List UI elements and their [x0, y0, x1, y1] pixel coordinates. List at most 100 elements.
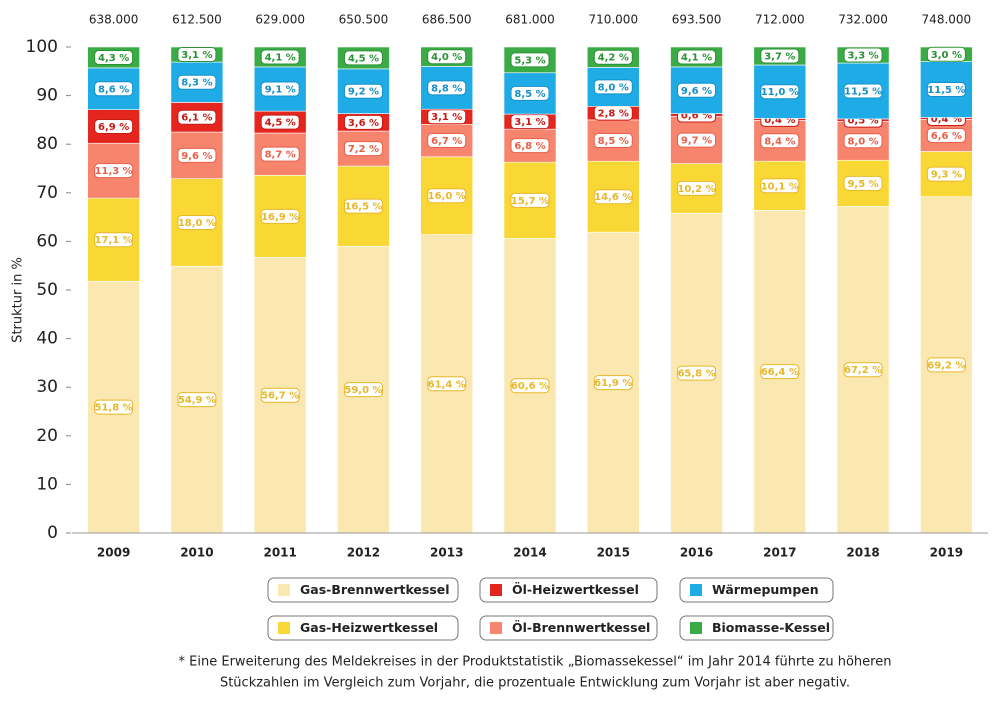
value-label-box: [177, 109, 217, 125]
value-label: 0,4 %: [931, 114, 962, 125]
value-label-box: [843, 47, 883, 63]
value-label: 8,3 %: [181, 78, 212, 89]
value-label: 4,1 %: [265, 52, 296, 63]
legend-box: [679, 577, 834, 603]
value-label-box: [593, 79, 633, 95]
value-label-box: [510, 52, 550, 68]
value-label: 16,9 %: [261, 212, 299, 223]
y-tick-label: 90: [36, 86, 58, 106]
value-label-box: [510, 85, 550, 101]
value-label: 67,2 %: [844, 365, 882, 376]
value-label: 54,9 %: [178, 395, 216, 406]
total-label: 650.500: [339, 13, 389, 27]
value-label-box: [843, 83, 883, 99]
value-label-box: [926, 82, 966, 98]
value-label-box: [677, 132, 717, 148]
value-label: 8,4 %: [764, 136, 795, 147]
total-label: 681.000: [505, 13, 555, 27]
value-label-box: [593, 49, 633, 65]
value-label-box: [343, 50, 383, 66]
value-label: 18,0 %: [178, 218, 216, 229]
value-label: 11,0 %: [761, 87, 799, 98]
value-label: 10,1 %: [761, 181, 799, 192]
total-label: 710.000: [588, 13, 638, 27]
value-label: 4,3 %: [98, 53, 129, 64]
value-label: 0,4 %: [764, 115, 795, 126]
legend-label: Öl-Heizwertkessel: [512, 582, 639, 597]
value-label: 3,3 %: [847, 51, 878, 62]
total-label: 629.000: [255, 13, 305, 27]
legend-swatch: [690, 622, 702, 634]
value-label-box: [593, 375, 633, 391]
value-label-box: [760, 133, 800, 149]
footnote: Stückzahlen im Vergleich zum Vorjahr, di…: [220, 676, 850, 691]
value-label-box: [427, 376, 467, 392]
x-tick-label: 2013: [430, 546, 463, 560]
legend-box: [267, 615, 459, 641]
total-label: 638.000: [89, 13, 139, 27]
value-label: 9,7 %: [681, 136, 712, 147]
value-label-box: [94, 49, 134, 65]
value-label-box: [843, 362, 883, 378]
value-label: 3,1 %: [514, 117, 545, 128]
value-label: 8,0 %: [847, 136, 878, 147]
value-label-box: [177, 74, 217, 90]
value-label-box: [760, 364, 800, 380]
value-label-box: [177, 147, 217, 163]
value-label-box: [260, 387, 300, 403]
value-label: 6,7 %: [431, 136, 462, 147]
value-label: 4,0 %: [431, 52, 462, 63]
x-tick-label: 2017: [763, 546, 796, 560]
value-label-box: [760, 48, 800, 64]
value-label: 51,8 %: [95, 403, 133, 414]
value-label: 9,2 %: [348, 87, 379, 98]
y-tick-label: 40: [36, 329, 58, 349]
value-label-box: [427, 109, 467, 125]
legend-box: [267, 577, 459, 603]
value-label-box: [94, 399, 134, 415]
x-tick-label: 2012: [347, 546, 380, 560]
value-label: 0,5 %: [847, 116, 878, 127]
value-label-box: [926, 357, 966, 373]
total-label: 686.500: [422, 13, 472, 27]
value-label-box: [260, 49, 300, 65]
legend-swatch: [690, 584, 702, 596]
legend-label: Gas-Brennwertkessel: [300, 582, 450, 597]
legend-swatch: [490, 584, 502, 596]
value-label: 4,1 %: [681, 52, 712, 63]
legend-label: Biomasse-Kessel: [712, 620, 830, 635]
value-label-box: [760, 178, 800, 194]
value-label-box: [510, 138, 550, 154]
value-label: 9,3 %: [931, 170, 962, 181]
footnote: * Eine Erweiterung des Meldekreises in d…: [179, 655, 892, 670]
legend-box: [479, 577, 658, 603]
value-label-box: [94, 163, 134, 179]
value-label-box: [593, 133, 633, 149]
value-label-box: [427, 188, 467, 204]
value-label: 8,8 %: [431, 83, 462, 94]
value-label-box: [677, 365, 717, 381]
value-label-box: [926, 46, 966, 62]
value-label-box: [760, 84, 800, 100]
value-label-box: [94, 81, 134, 97]
value-label-box: [177, 214, 217, 230]
value-label: 8,5 %: [598, 136, 629, 147]
value-label: 61,4 %: [428, 379, 466, 390]
value-label: 56,7 %: [261, 391, 299, 402]
x-tick-label: 2016: [680, 546, 713, 560]
value-label: 3,1 %: [181, 50, 212, 61]
value-label: 10,2 %: [677, 184, 715, 195]
x-tick-label: 2014: [513, 546, 546, 560]
value-label: 4,5 %: [265, 118, 296, 129]
value-label: 11,5 %: [844, 86, 882, 97]
legend-label: Gas-Heizwertkessel: [300, 620, 438, 635]
y-tick-label: 100: [26, 37, 58, 57]
legend-box: [679, 615, 834, 641]
legend-box: [479, 615, 658, 641]
value-label-box: [343, 198, 383, 214]
value-label: 7,2 %: [348, 144, 379, 155]
value-label-box: [260, 208, 300, 224]
value-label: 5,3 %: [514, 55, 545, 66]
x-tick-label: 2011: [263, 546, 296, 560]
value-label: 11,3 %: [95, 166, 133, 177]
